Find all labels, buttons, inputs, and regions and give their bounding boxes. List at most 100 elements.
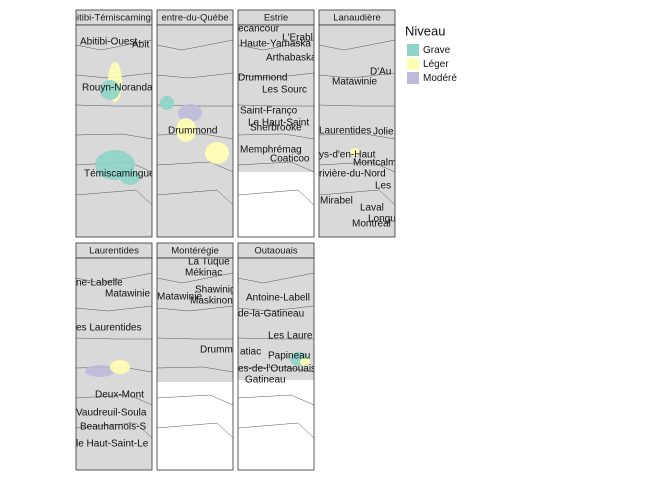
boundary <box>238 305 314 312</box>
facet-title: Estrie <box>264 13 288 24</box>
boundary <box>238 189 314 206</box>
map-label: Les Laure <box>268 331 313 342</box>
map-label: Antoine-Labell <box>246 293 310 304</box>
map-label: Mirabel <box>320 196 353 207</box>
map-label: Drummond <box>200 345 249 356</box>
boundary <box>319 39 395 51</box>
boundary <box>238 422 314 439</box>
boundary <box>76 39 152 51</box>
boundary <box>157 366 233 373</box>
boundary <box>157 422 233 439</box>
panel-border <box>75 24 153 238</box>
facet-title: entre-du-Québe <box>161 13 228 24</box>
legend-label: Léger <box>423 59 449 70</box>
map-label: Arthabaska <box>266 53 317 64</box>
boundary <box>157 394 233 406</box>
map-label: Drummond <box>168 126 217 137</box>
boundary <box>319 72 395 79</box>
boundary <box>238 337 314 340</box>
affected-area <box>178 104 202 122</box>
map-label: Haute-Yamaska <box>240 39 311 50</box>
map-label: Montcalm <box>353 158 396 169</box>
boundary <box>76 104 152 107</box>
facet-title: Lanaudière <box>333 13 381 24</box>
map-land <box>319 25 395 237</box>
affected-area <box>100 80 120 100</box>
map-label: de-la-Gatineau <box>238 309 304 320</box>
map-label: Matawinie <box>105 289 150 300</box>
map-label: Laurentides <box>319 126 371 137</box>
map-label: Coaticoo <box>270 154 310 165</box>
boundary <box>157 161 233 173</box>
boundary <box>76 394 152 406</box>
map-label: Drummond <box>238 73 287 84</box>
map-label: Témiscamingue <box>84 169 155 180</box>
map-label: Rouyn-Noranda <box>82 83 153 94</box>
map-land <box>76 25 152 237</box>
legend-label: Grave <box>423 45 451 56</box>
map-label: atiac <box>240 347 261 358</box>
map-label: le Haut-Saint-Le <box>76 439 149 450</box>
map-label: ne-Labelle <box>76 278 123 289</box>
boundary <box>157 305 233 312</box>
map-land <box>157 258 233 382</box>
boundary <box>238 72 314 79</box>
boundary <box>238 366 314 373</box>
facet-title: Outaouais <box>254 246 298 257</box>
boundary <box>157 133 233 140</box>
affected-area <box>176 118 196 142</box>
map-label: L'Erabl <box>282 33 313 44</box>
boundary <box>238 133 314 140</box>
map-label: Papineau <box>268 351 310 362</box>
boundary <box>319 104 395 107</box>
affected-area <box>160 96 174 110</box>
boundary <box>157 272 233 284</box>
boundary <box>238 394 314 406</box>
boundary <box>238 161 314 173</box>
affected-area <box>110 360 130 374</box>
boundary <box>157 189 233 206</box>
map-label: ecancour <box>238 24 280 35</box>
boundary <box>76 189 152 206</box>
map-label: Shawinigan <box>195 285 247 296</box>
boundary <box>157 39 233 51</box>
affected-area <box>205 142 229 164</box>
panel-border <box>156 24 234 238</box>
boundary <box>238 104 314 107</box>
boundary <box>238 272 314 284</box>
legend-title: Niveau <box>405 23 445 38</box>
map-label: Gatineau <box>245 375 286 386</box>
affected-area <box>350 148 360 156</box>
map-label: Les Sourc <box>262 85 307 96</box>
map-label: Maskinongé <box>190 296 244 307</box>
panel-border <box>75 257 153 471</box>
map-label: Memphrémag <box>240 145 302 156</box>
boundary <box>157 72 233 79</box>
map-label: Longueuil <box>368 214 411 225</box>
panel-border <box>237 257 315 471</box>
boundary <box>76 337 152 340</box>
legend-key <box>407 58 419 70</box>
map-label: Matawinie <box>332 77 377 88</box>
map-land <box>238 25 314 172</box>
facet-title: bitibi-Témiscamingu <box>72 13 156 24</box>
boundary <box>319 133 395 140</box>
map-label: La Tuque <box>188 257 230 268</box>
map-label: Deux-Mont <box>95 390 144 401</box>
map-label: Saint-Franço <box>240 106 298 117</box>
map-label: Beauharnois-S <box>80 422 146 433</box>
facet-title: Laurentides <box>89 246 139 257</box>
map-label: Jolie <box>373 127 394 138</box>
facet-panel: Outaouais Antoine-Labell de-la-Gatineau Les… <box>237 242 315 471</box>
boundary <box>76 305 152 312</box>
map-label: Matawinie <box>157 292 202 303</box>
